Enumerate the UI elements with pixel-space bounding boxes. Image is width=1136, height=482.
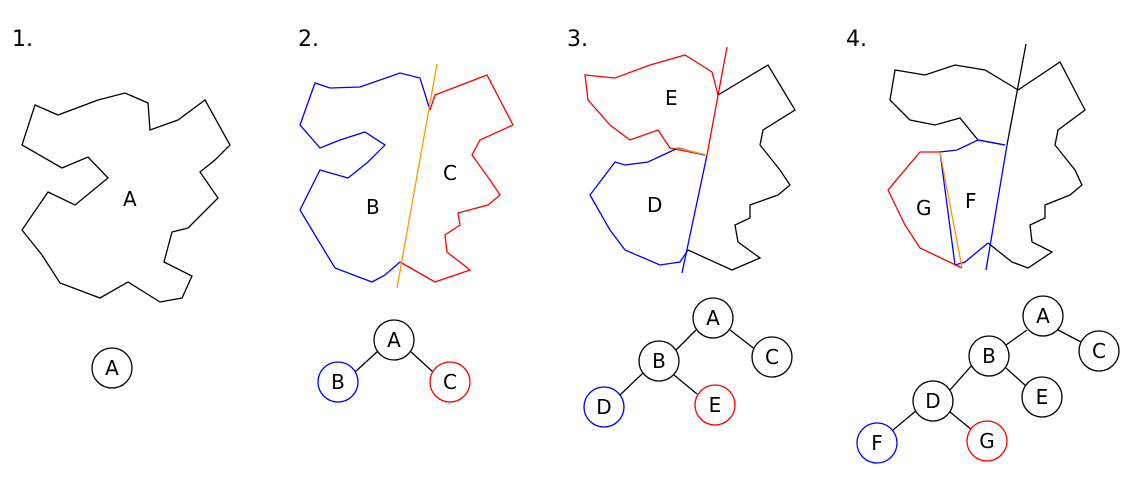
tree-node-label: E [709,393,722,417]
tree-node-label: F [871,431,883,455]
tree-node [751,336,793,378]
tree-edge [892,409,918,431]
panel-2-number: 2. [298,27,319,52]
panel-1-polygon-outline [21,92,231,303]
panel-2-region-c-outline [399,74,514,283]
tree-node-label: B [652,349,666,373]
panel-3-region-label-d: D [647,193,662,217]
panel-2-split-line [396,63,438,289]
panel-4-region-g-outline [887,151,963,269]
panel-4-split-line-1 [1006,43,1027,146]
panel-3-region-label-e: E [665,86,678,110]
panel-3: 3. E D A B C D E [567,27,796,428]
tree-node [692,297,734,339]
panel-4-remaining-outline-1 [889,61,1086,269]
panel-2: 2. B C A B C [298,27,514,403]
tree-edge [1005,367,1027,387]
tree-edge [949,363,974,391]
tree-edge [949,411,973,431]
panel-2-region-label-c: C [443,161,457,185]
tree-node-label: A [706,306,720,330]
panel-2-region-b-outline [299,72,431,283]
tree-edge [1057,329,1084,344]
tree-node-label: A [387,328,401,352]
panel-1-tree: A [91,347,133,389]
tree-node [694,384,736,426]
tree-node [966,420,1008,462]
tree-edge [729,329,757,351]
panel-3-region-e-outline [584,54,719,156]
tree-node [1078,330,1120,372]
tree-node-label: B [982,344,996,368]
tree-node-label: B [331,370,345,394]
tree-node-label: C [1092,339,1106,363]
panel-1-number: 1. [12,27,33,52]
panel-4: 4. G F A B C D E [846,27,1120,464]
tree-edge [354,350,379,373]
panel-4-number: 4. [846,27,867,52]
tree-node-label: C [765,345,779,369]
tree-edge [673,374,698,395]
panel-4-region-label-f: F [965,189,977,213]
tree-node-label: E [1036,385,1049,409]
tree-node [912,380,954,422]
panel-3-number: 3. [567,27,588,52]
tree-node [968,335,1010,377]
panel-3-split-line-1 [706,46,728,156]
tree-node [1021,376,1063,418]
tree-node [856,422,898,464]
panel-3-split-line-2 [681,154,708,274]
tree-node-label: C [443,370,457,394]
panel-3-region-d-outline [589,147,706,266]
tree-node-label: G [979,429,995,453]
panel-4-split-line-3 [939,151,963,269]
tree-edge [673,329,697,353]
tree-node [638,340,680,382]
panel-4-tree: A B C D E F G [856,295,1120,464]
tree-node [583,386,625,428]
panel-2-tree: A B C [317,319,471,403]
tree-edge [1005,329,1028,346]
panel-1-region-label: A [123,187,137,211]
tree-node [91,347,133,389]
panel-2-region-label-b: B [366,195,380,219]
tree-node [373,319,415,361]
tree-node-label: D [925,389,940,413]
panel-1: 1. A A [12,27,231,389]
panel-4-split-line-2 [985,144,1008,271]
tree-node-label: A [105,356,119,380]
tree-node [429,361,471,403]
tree-node [1022,295,1064,337]
tree-edge [619,372,644,396]
panel-4-region-label-g: G [916,196,932,220]
panel-3-tree: A B C D E [583,297,793,428]
tree-node-label: D [596,395,611,419]
tree-node-label: A [1036,304,1050,328]
tree-edge [409,350,434,373]
panel-3-split-line-3 [675,147,708,156]
panel-3-remaining-outline [687,64,796,271]
tree-node [317,361,359,403]
